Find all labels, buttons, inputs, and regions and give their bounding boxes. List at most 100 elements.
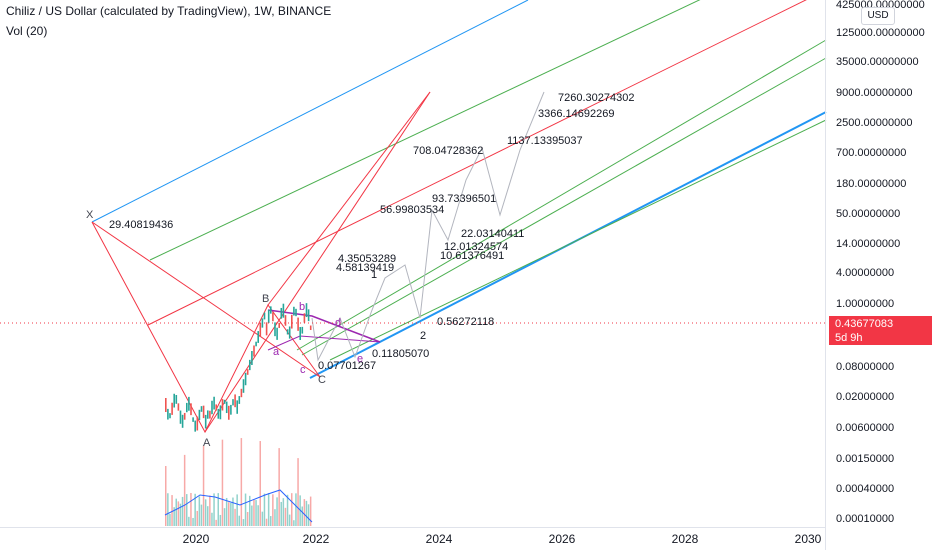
volume-indicator-label[interactable]: Vol (20) bbox=[6, 24, 48, 38]
pitchfork-upper-blue bbox=[91, 0, 529, 223]
volume-bar bbox=[173, 507, 175, 526]
point-sub-d-label: d bbox=[335, 317, 341, 329]
annotation-708: 708.04728362 bbox=[413, 145, 483, 157]
currency-button[interactable]: USD bbox=[861, 7, 895, 25]
pitchfork-green-line bbox=[329, 119, 827, 361]
candle bbox=[215, 404, 217, 411]
candle bbox=[303, 313, 306, 323]
candle bbox=[232, 399, 234, 406]
candle bbox=[225, 401, 228, 414]
time-tick: 2024 bbox=[426, 532, 453, 546]
volume-bar bbox=[259, 441, 261, 526]
time-tick: 2030 bbox=[795, 532, 822, 546]
price-tick: 9000.00000000 bbox=[836, 87, 912, 99]
pattern-projection bbox=[204, 91, 431, 433]
triangle-upper bbox=[267, 309, 381, 343]
volume-bar bbox=[223, 508, 226, 526]
volume-bar bbox=[167, 493, 169, 526]
annotation-1137: 1137.13395037 bbox=[507, 135, 583, 147]
candle bbox=[297, 317, 299, 331]
volume-bar bbox=[276, 497, 278, 526]
candle bbox=[194, 420, 196, 432]
candle bbox=[167, 408, 169, 420]
time-axis[interactable]: 2020 2022 2024 2026 2028 2030 bbox=[183, 532, 822, 546]
price-tick: 180.00000000 bbox=[836, 178, 906, 190]
candle bbox=[228, 405, 230, 420]
volume-bar bbox=[297, 458, 299, 526]
candle bbox=[209, 410, 211, 419]
price-tick: 50.00000000 bbox=[836, 208, 900, 220]
candle bbox=[270, 306, 272, 314]
annotation-w2-value: 0.56272118 bbox=[437, 316, 494, 328]
volume-bar bbox=[291, 493, 293, 526]
candle bbox=[188, 396, 190, 411]
volume-bar bbox=[217, 493, 219, 526]
volume-bar bbox=[309, 496, 312, 526]
candle bbox=[307, 309, 310, 322]
candle bbox=[234, 394, 236, 408]
point-b-label: B bbox=[262, 293, 269, 305]
candle bbox=[253, 345, 255, 357]
volume-bar bbox=[215, 519, 217, 526]
point-c-label: C bbox=[318, 374, 326, 386]
annotation-7260: 7260.30274302 bbox=[558, 92, 634, 104]
candle bbox=[293, 306, 295, 316]
candle bbox=[265, 322, 268, 336]
volume-bar bbox=[274, 509, 276, 526]
volume-bar bbox=[280, 501, 282, 526]
candle bbox=[196, 416, 199, 431]
pattern-projection bbox=[267, 91, 431, 306]
current-price-badge: 0.43677083 5d 9h bbox=[829, 316, 932, 345]
candle bbox=[200, 406, 203, 412]
price-tick: 14.00000000 bbox=[836, 238, 900, 250]
price-axis-divider bbox=[825, 0, 826, 550]
candle bbox=[198, 409, 201, 421]
volume-bar bbox=[238, 515, 240, 526]
candle bbox=[272, 312, 274, 322]
price-tick: 425000.00000000 bbox=[836, 0, 925, 11]
price-axis[interactable]: 425000.00000000 125000.00000000 35000.00… bbox=[836, 0, 925, 525]
time-tick: 2028 bbox=[672, 532, 699, 546]
symbol-title[interactable]: Chiliz / US Dollar (calculated by Tradin… bbox=[6, 4, 332, 18]
candle bbox=[244, 372, 247, 386]
volume-bar bbox=[186, 494, 188, 526]
volume-bar bbox=[219, 514, 222, 526]
volume-bar bbox=[188, 516, 190, 526]
candle bbox=[217, 408, 220, 419]
volume-bar bbox=[204, 499, 207, 526]
volume-bar bbox=[249, 495, 251, 526]
volume-bar bbox=[240, 438, 243, 526]
volume-bar bbox=[232, 497, 234, 526]
volume-bar bbox=[183, 454, 186, 526]
current-price-value: 0.43677083 bbox=[835, 318, 894, 330]
annotation-3366: 3366.14692269 bbox=[538, 108, 614, 120]
volume-bar bbox=[261, 511, 264, 526]
volume-bar bbox=[171, 495, 173, 526]
volume-bar bbox=[198, 496, 201, 526]
candle bbox=[274, 322, 276, 337]
candle bbox=[251, 351, 253, 365]
volume-bar bbox=[301, 506, 303, 526]
volume-bar bbox=[175, 498, 177, 526]
volume-bar bbox=[288, 514, 291, 526]
volume-bar bbox=[177, 501, 180, 526]
price-tick: 0.00600000 bbox=[836, 422, 894, 434]
candle bbox=[259, 323, 262, 337]
volume-bar bbox=[165, 466, 167, 526]
wave-2-label: 2 bbox=[420, 330, 426, 342]
candle bbox=[171, 402, 173, 415]
candle bbox=[284, 315, 287, 326]
volume-bar bbox=[265, 518, 268, 526]
candle bbox=[219, 405, 222, 420]
candle bbox=[299, 327, 301, 341]
volume-bar bbox=[211, 512, 213, 526]
candle bbox=[288, 326, 291, 339]
price-tick: 125000.00000000 bbox=[836, 27, 925, 39]
volume-bar bbox=[192, 517, 194, 526]
volume-bar bbox=[169, 513, 171, 526]
candle bbox=[301, 326, 304, 334]
candle bbox=[202, 405, 205, 419]
candle bbox=[204, 414, 207, 429]
